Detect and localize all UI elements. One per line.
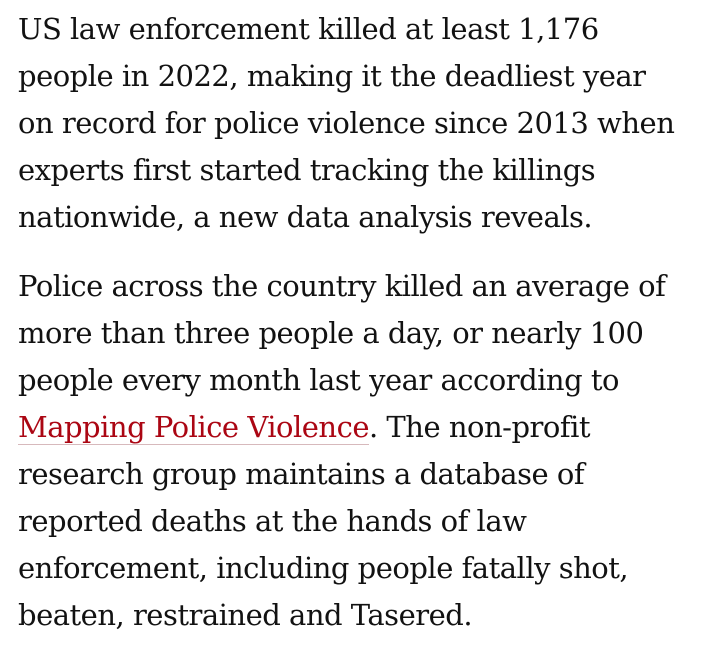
text-line: reported deaths at the hands of law <box>18 504 527 538</box>
paragraph-2: Police across the country killed an aver… <box>18 263 702 639</box>
text-line: people every month last year according t… <box>18 363 620 397</box>
text-line: experts first started tracking the killi… <box>18 153 596 187</box>
text-line: on record for police violence since 2013… <box>18 106 675 140</box>
text-line: nationwide, a new data analysis reveals. <box>18 200 593 234</box>
mapping-police-violence-link[interactable]: Mapping Police Violence <box>18 410 370 445</box>
text-line: US law enforcement killed at least 1,176 <box>18 12 599 46</box>
text-line: research group maintains a database of <box>18 457 585 491</box>
text-line-with-link: Mapping Police Violence. The non-profit <box>18 404 702 451</box>
text-line: more than three people a day, or nearly … <box>18 316 644 350</box>
text-line: Police across the country killed an aver… <box>18 269 666 303</box>
text-line: enforcement, including people fatally sh… <box>18 551 629 585</box>
text-after-link: . The non-profit <box>369 410 591 444</box>
text-line: people in 2022, making it the deadliest … <box>18 59 646 93</box>
paragraph-1: US law enforcement killed at least 1,176… <box>18 6 702 241</box>
text-line: beaten, restrained and Tasered. <box>18 598 473 632</box>
